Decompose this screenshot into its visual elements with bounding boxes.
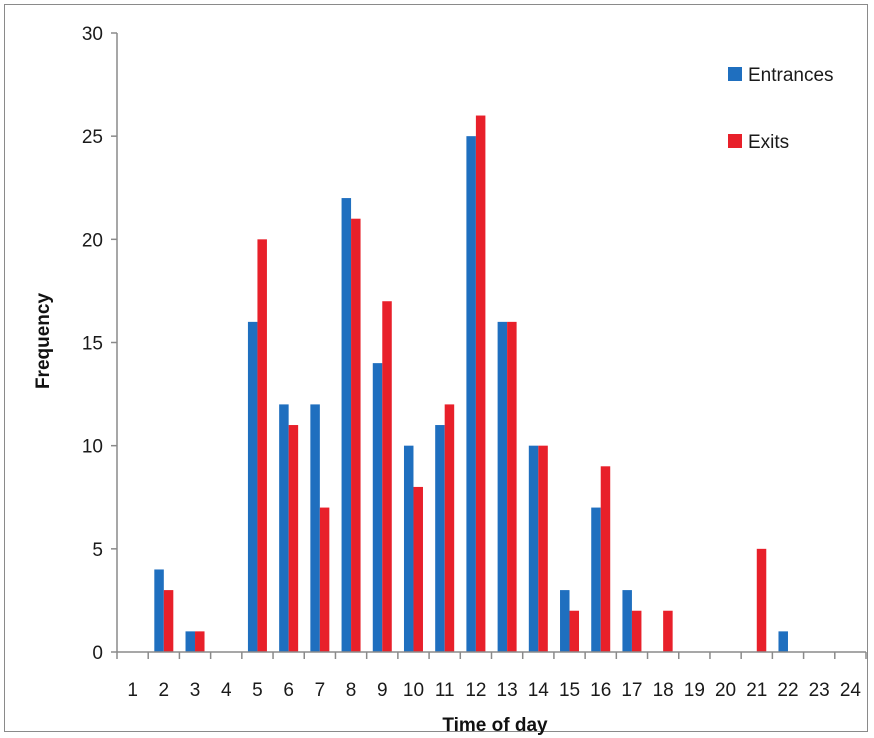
bar-exits-8 [351,218,361,652]
bar-entrances-12 [466,136,476,652]
bar-exits-9 [382,301,392,652]
bar-entrances-8 [341,198,352,653]
bar-exits-13 [507,321,517,652]
x-axis-title: Time of day [442,715,548,736]
y-tick-label: 30 [82,24,103,45]
y-tick-label: 20 [82,230,103,251]
x-tick-label: 16 [590,680,611,701]
y-axis-ticks: 0 5 10 15 20 25 30 [82,24,117,664]
x-tick-label: 17 [621,680,642,701]
bar-entrances-22 [778,631,788,652]
bars-group [154,115,788,653]
bar-exits-17 [631,610,642,652]
x-tick-label: 24 [840,680,862,701]
bar-entrances-15 [560,590,570,652]
y-tick-label: 25 [82,127,103,148]
legend-swatch-exits [728,134,742,148]
bar-entrances-16 [591,507,601,652]
bar-exits-2 [163,590,174,652]
bar-entrances-14 [528,445,539,652]
x-axis-ticks: 1 2 3 4 5 6 7 8 9 10 11 12 13 14 15 16 17 18 19 20 21 22 23 24 [116,652,867,701]
x-tick-label: 1 [127,680,138,701]
x-tick-label: 20 [715,680,736,701]
y-tick-label: 15 [82,334,103,355]
x-tick-label: 2 [159,680,170,701]
bar-exits-11 [444,404,455,652]
bar-exits-21 [756,548,767,652]
x-tick-label: 5 [252,680,263,701]
bar-entrances-3 [185,631,196,652]
y-tick-label: 10 [82,437,103,458]
x-tick-label: 7 [315,680,326,701]
bar-exits-3 [195,631,205,652]
bar-exits-5 [257,239,267,653]
bar-entrances-13 [497,321,508,652]
x-tick-label: 13 [497,680,518,701]
x-tick-label: 21 [746,680,767,701]
x-tick-label: 10 [403,680,424,701]
bar-exits-7 [319,507,330,652]
bar-entrances-5 [247,321,258,652]
x-tick-label: 15 [559,680,580,701]
y-tick-label: 5 [92,540,103,561]
legend-swatch-entrances [728,67,742,81]
x-tick-label: 14 [528,680,550,701]
legend: Entrances Exits [728,65,834,153]
x-tick-label: 18 [653,680,674,701]
x-tick-label: 3 [190,680,201,701]
bar-entrances-10 [403,445,414,652]
x-tick-label: 12 [465,680,486,701]
x-tick-label: 19 [684,680,705,701]
bar-exits-15 [569,610,580,652]
bar-exits-16 [600,466,611,652]
legend-label-exits: Exits [748,132,789,153]
y-axis-title: Frequency [33,293,54,390]
bar-entrances-11 [435,425,445,652]
x-tick-label: 6 [283,680,294,701]
x-tick-label: 9 [377,680,388,701]
bar-exits-10 [413,486,423,652]
bar-entrances-7 [310,404,320,652]
bar-entrances-2 [154,569,164,652]
bar-exits-6 [288,425,299,652]
x-tick-label: 8 [346,680,357,701]
bar-entrances-9 [372,363,383,652]
bar-exits-12 [475,115,486,653]
legend-label-entrances: Entrances [748,65,834,86]
x-tick-label: 22 [777,680,798,701]
y-tick-label: 0 [92,643,103,664]
bar-exits-18 [663,610,673,652]
bar-entrances-17 [622,590,632,652]
bar-exits-14 [538,445,548,652]
x-tick-label: 23 [809,680,830,701]
x-tick-label: 4 [221,680,232,701]
x-tick-label: 11 [435,680,455,701]
bar-entrances-6 [279,404,289,652]
